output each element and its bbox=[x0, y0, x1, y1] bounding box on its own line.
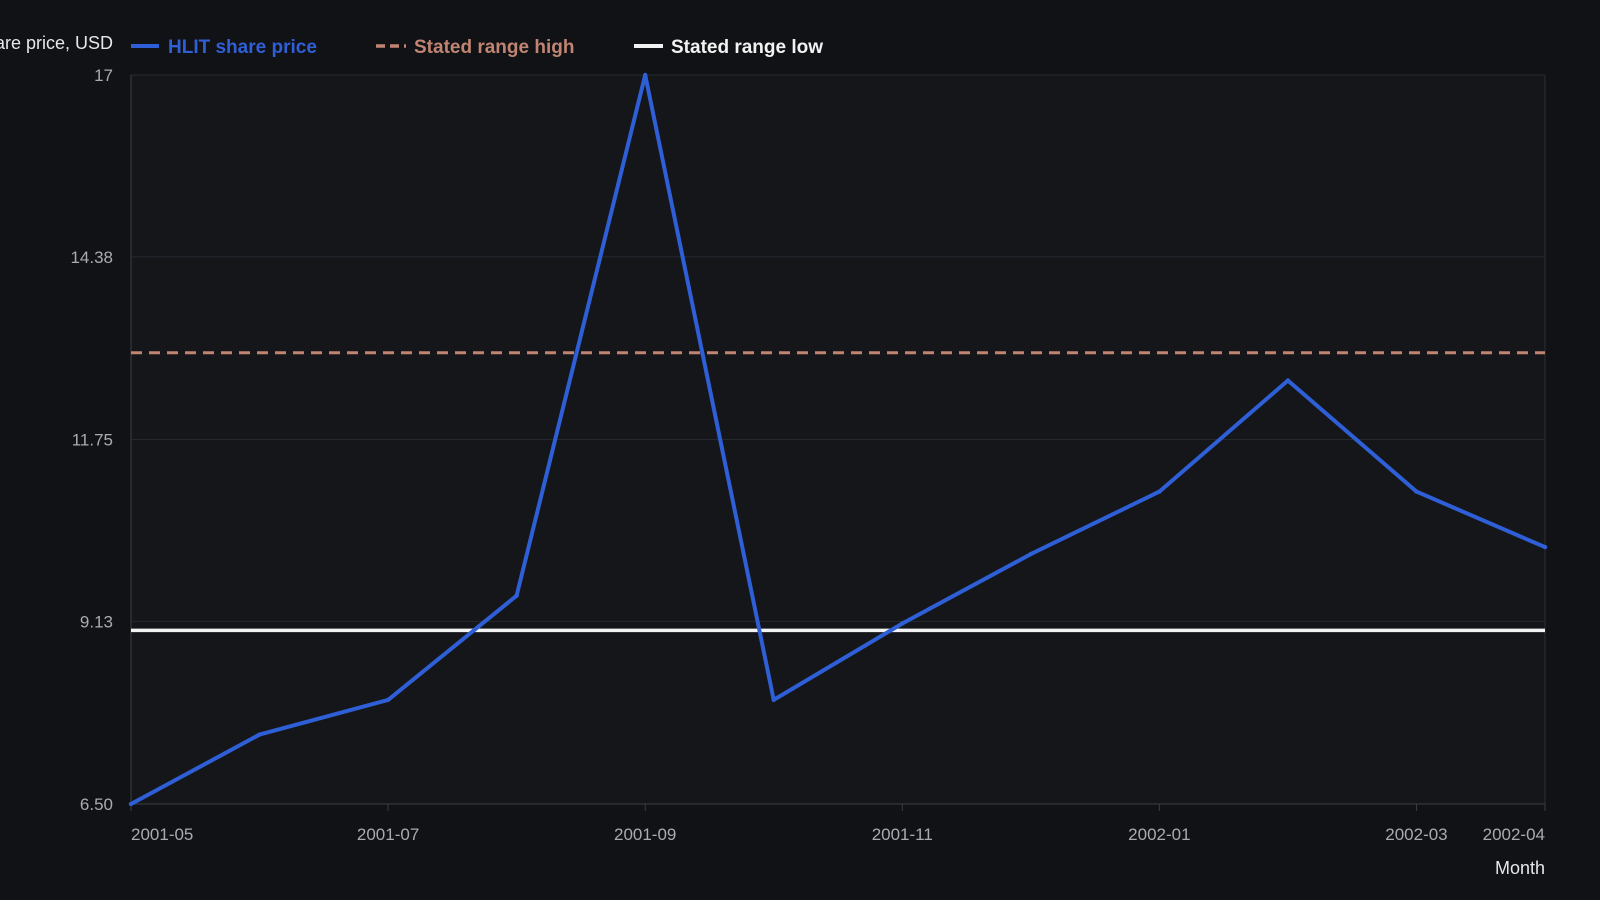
reference-lines bbox=[131, 351, 1545, 633]
y-tick-label-1: 9.13 bbox=[80, 612, 113, 631]
y-tick-labels: 6.50 9.13 11.75 14.38 17 bbox=[70, 66, 113, 814]
data-point-2001-11 bbox=[900, 621, 905, 626]
data-point-2001-10 bbox=[771, 697, 776, 703]
legend-label-range-low: Stated range low bbox=[671, 37, 823, 58]
legend-label-range-high: Stated range high bbox=[414, 37, 574, 58]
axes bbox=[130, 75, 1546, 805]
data-point-2001-08 bbox=[514, 593, 519, 598]
series-lines bbox=[128, 72, 1548, 807]
legend-item-range-high: Stated range high bbox=[376, 37, 574, 58]
x-tick-label-3: 2001-11 bbox=[872, 825, 933, 844]
legend-item-share-price: HLIT share price bbox=[131, 37, 317, 58]
data-point-2002-04 bbox=[1542, 544, 1548, 550]
legend: HLIT share price Stated range high State… bbox=[131, 37, 823, 58]
data-point-2001-06 bbox=[257, 732, 262, 737]
data-point-2001-12 bbox=[1028, 551, 1034, 557]
x-tick-label-2: 2001-09 bbox=[614, 825, 676, 844]
y-tick-label-4: 17 bbox=[94, 66, 113, 85]
y-tick-label-0: 6.50 bbox=[80, 795, 113, 814]
data-point-2002-03 bbox=[1414, 489, 1419, 494]
y-tick-label-3: 14.38 bbox=[70, 248, 113, 267]
data-point-2001-07 bbox=[385, 697, 391, 703]
x-axis-title: Month bbox=[1495, 858, 1545, 878]
legend-label-share-price: HLIT share price bbox=[168, 37, 317, 58]
x-tick-label-4: 2002-01 bbox=[1128, 825, 1190, 844]
data-point-2001-05 bbox=[128, 801, 134, 807]
y-axis-title: Share price, USD bbox=[0, 33, 113, 53]
x-tick-label-6: 2002-04 bbox=[1483, 825, 1545, 844]
series-line-share-price bbox=[129, 73, 1547, 806]
x-tick-label-1: 2001-07 bbox=[357, 825, 419, 844]
data-point-2002-01 bbox=[1157, 489, 1162, 494]
x-tick-label-5: 2002-03 bbox=[1385, 825, 1447, 844]
x-tick-label-0: 2001-05 bbox=[131, 825, 193, 844]
y-tick-label-2: 11.75 bbox=[72, 431, 113, 450]
data-point-2001-09 bbox=[642, 72, 648, 78]
x-tick-labels: 2001-05 2001-07 2001-09 2001-11 2002-01 2002-… bbox=[130, 804, 1546, 844]
legend-item-range-low: Stated range low bbox=[634, 37, 823, 58]
data-point-2002-02 bbox=[1285, 378, 1291, 383]
